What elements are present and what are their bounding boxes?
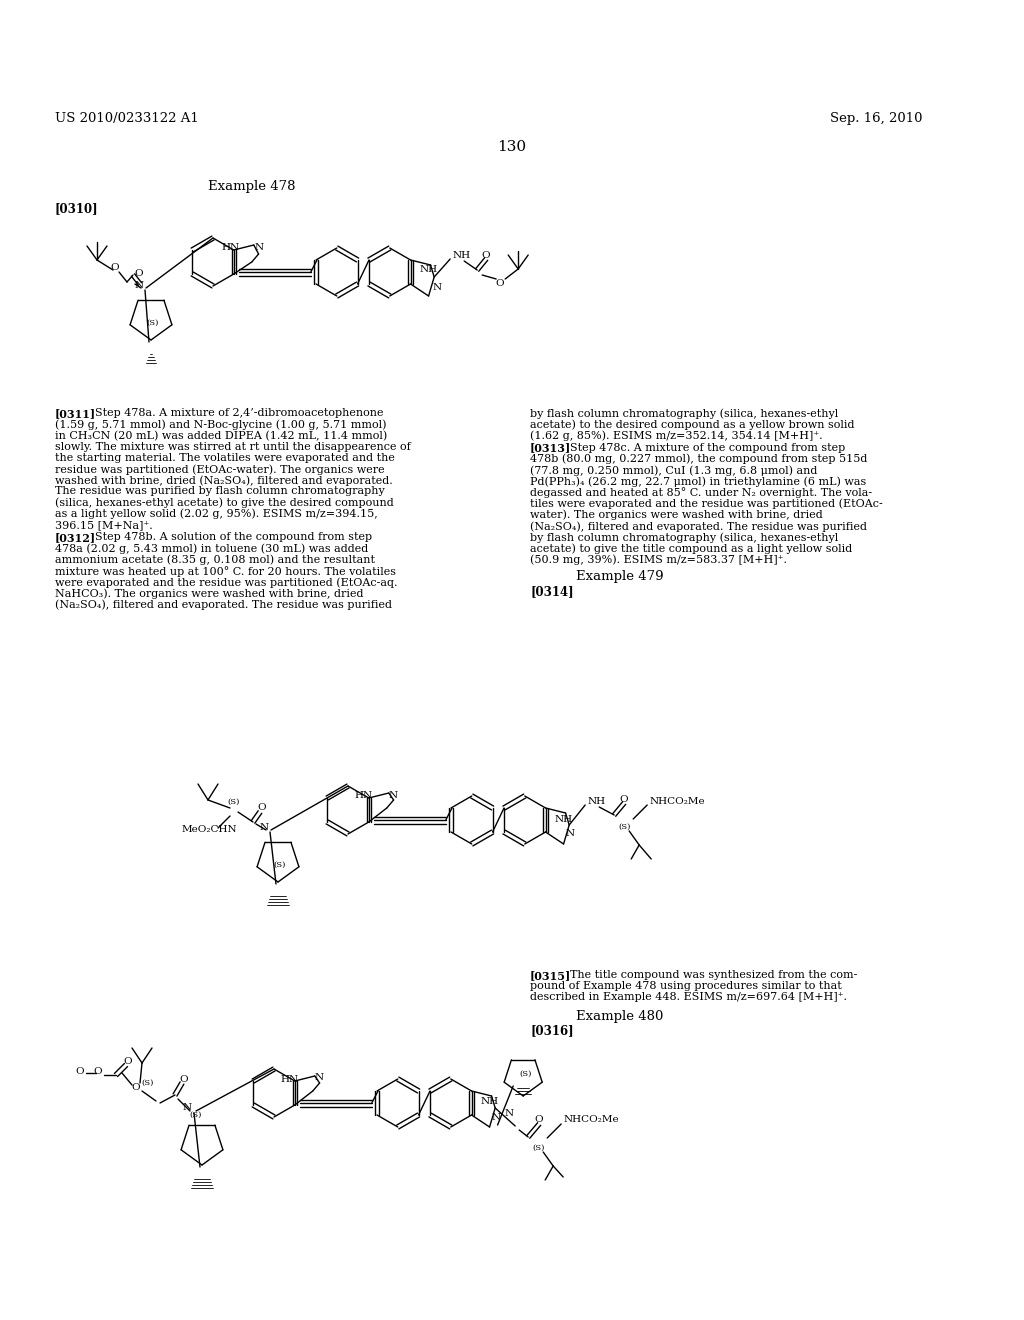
Text: NH: NH	[587, 796, 605, 805]
Text: N: N	[314, 1073, 324, 1082]
Text: by flash column chromatography (silica, hexanes-ethyl: by flash column chromatography (silica, …	[530, 408, 839, 418]
Text: NH: NH	[453, 251, 470, 260]
Text: NaHCO₃). The organics were washed with brine, dried: NaHCO₃). The organics were washed with b…	[55, 589, 364, 599]
Text: (S): (S)	[146, 319, 159, 327]
Text: (S): (S)	[532, 1144, 545, 1152]
Text: [0310]: [0310]	[55, 202, 98, 215]
Text: O: O	[535, 1115, 544, 1125]
Text: [0315]: [0315]	[530, 970, 571, 981]
Text: (S): (S)	[189, 1111, 202, 1119]
Text: NH: NH	[555, 814, 572, 824]
Text: O: O	[179, 1074, 188, 1084]
Text: MeO₂CHN: MeO₂CHN	[182, 825, 238, 834]
Text: N: N	[505, 1109, 514, 1118]
Text: NHCO₂Me: NHCO₂Me	[563, 1115, 618, 1125]
Text: (Na₂SO₄), filtered and evaporated. The residue was purified: (Na₂SO₄), filtered and evaporated. The r…	[55, 599, 392, 610]
Text: (1.62 g, 85%). ESIMS m/z=352.14, 354.14 [M+H]⁺.: (1.62 g, 85%). ESIMS m/z=352.14, 354.14 …	[530, 430, 822, 441]
Text: pound of Example 478 using procedures similar to that: pound of Example 478 using procedures si…	[530, 981, 842, 991]
Text: residue was partitioned (EtOAc-water). The organics were: residue was partitioned (EtOAc-water). T…	[55, 465, 385, 475]
Text: water). The organics were washed with brine, dried: water). The organics were washed with br…	[530, 510, 822, 520]
Text: HN: HN	[281, 1074, 299, 1084]
Text: O: O	[496, 279, 505, 288]
Text: (S): (S)	[141, 1078, 155, 1086]
Text: The residue was purified by flash column chromatography: The residue was purified by flash column…	[55, 486, 385, 496]
Text: Step 478b. A solution of the compound from step: Step 478b. A solution of the compound fr…	[95, 532, 372, 543]
Text: N: N	[565, 829, 574, 838]
Text: (silica, hexanes-ethyl acetate) to give the desired compound: (silica, hexanes-ethyl acetate) to give …	[55, 498, 394, 508]
Text: O: O	[132, 1082, 140, 1092]
Text: N: N	[134, 281, 143, 289]
Text: (77.8 mg, 0.250 mmol), CuI (1.3 mg, 6.8 μmol) and: (77.8 mg, 0.250 mmol), CuI (1.3 mg, 6.8 …	[530, 465, 817, 475]
Text: tiles were evaporated and the residue was partitioned (EtOAc-: tiles were evaporated and the residue wa…	[530, 499, 883, 510]
Text: O: O	[111, 264, 120, 272]
Text: N: N	[259, 822, 268, 832]
Text: Example 479: Example 479	[577, 570, 664, 583]
Text: O: O	[124, 1056, 132, 1065]
Text: in CH₃CN (20 mL) was added DIPEA (1.42 mL, 11.4 mmol): in CH₃CN (20 mL) was added DIPEA (1.42 m…	[55, 430, 387, 441]
Text: O: O	[93, 1067, 102, 1076]
Text: 396.15 [M+Na]⁺.: 396.15 [M+Na]⁺.	[55, 520, 153, 531]
Text: [0316]: [0316]	[530, 1024, 573, 1038]
Text: (50.9 mg, 39%). ESIMS m/z=583.37 [M+H]⁺.: (50.9 mg, 39%). ESIMS m/z=583.37 [M+H]⁺.	[530, 554, 787, 565]
Text: (S): (S)	[519, 1071, 531, 1078]
Text: the starting material. The volatiles were evaporated and the: the starting material. The volatiles wer…	[55, 453, 395, 463]
Text: [0313]: [0313]	[530, 442, 571, 454]
Text: The title compound was synthesized from the com-: The title compound was synthesized from …	[570, 970, 857, 979]
Text: HN: HN	[221, 243, 240, 252]
Text: N: N	[388, 791, 397, 800]
Text: Step 478a. A mixture of 2,4’-dibromoacetophenone: Step 478a. A mixture of 2,4’-dibromoacet…	[95, 408, 384, 418]
Text: NH: NH	[480, 1097, 499, 1106]
Text: acetate) to give the title compound as a light yellow solid: acetate) to give the title compound as a…	[530, 544, 852, 554]
Text: degassed and heated at 85° C. under N₂ overnight. The vola-: degassed and heated at 85° C. under N₂ o…	[530, 487, 872, 498]
Text: (S): (S)	[273, 861, 286, 869]
Text: O: O	[76, 1067, 84, 1076]
Text: washed with brine, dried (Na₂SO₄), filtered and evaporated.: washed with brine, dried (Na₂SO₄), filte…	[55, 475, 393, 486]
Text: [0311]: [0311]	[55, 408, 96, 418]
Text: NHCO₂Me: NHCO₂Me	[649, 796, 705, 805]
Text: described in Example 448. ESIMS m/z=697.64 [M+H]⁺.: described in Example 448. ESIMS m/z=697.…	[530, 993, 847, 1002]
Text: acetate) to the desired compound as a yellow brown solid: acetate) to the desired compound as a ye…	[530, 420, 854, 430]
Text: (1.59 g, 5.71 mmol) and N-Boc-glycine (1.00 g, 5.71 mmol): (1.59 g, 5.71 mmol) and N-Boc-glycine (1…	[55, 420, 386, 430]
Text: mixture was heated up at 100° C. for 20 hours. The volatiles: mixture was heated up at 100° C. for 20 …	[55, 566, 396, 577]
Text: (S): (S)	[618, 822, 631, 832]
Text: Step 478c. A mixture of the compound from step: Step 478c. A mixture of the compound fro…	[570, 442, 845, 453]
Text: N: N	[432, 284, 441, 293]
Text: Example 480: Example 480	[577, 1010, 664, 1023]
Text: US 2010/0233122 A1: US 2010/0233122 A1	[55, 112, 199, 125]
Text: slowly. The mixture was stirred at rt until the disappearence of: slowly. The mixture was stirred at rt un…	[55, 442, 411, 451]
Text: N: N	[254, 243, 263, 252]
Text: N: N	[182, 1104, 191, 1113]
Text: O: O	[135, 268, 143, 277]
Text: 130: 130	[498, 140, 526, 154]
Text: NH: NH	[420, 264, 437, 273]
Text: [0314]: [0314]	[530, 585, 573, 598]
Text: ammonium acetate (8.35 g, 0.108 mol) and the resultant: ammonium acetate (8.35 g, 0.108 mol) and…	[55, 554, 375, 565]
Text: Example 478: Example 478	[208, 180, 296, 193]
Text: Sep. 16, 2010: Sep. 16, 2010	[830, 112, 923, 125]
Text: O: O	[482, 251, 490, 260]
Text: (S): (S)	[227, 799, 241, 807]
Text: 478b (80.0 mg, 0.227 mmol), the compound from step 515d: 478b (80.0 mg, 0.227 mmol), the compound…	[530, 454, 867, 465]
Text: [0312]: [0312]	[55, 532, 96, 544]
Text: N: N	[492, 1113, 501, 1122]
Text: 478a (2.02 g, 5.43 mmol) in toluene (30 mL) was added: 478a (2.02 g, 5.43 mmol) in toluene (30 …	[55, 544, 369, 554]
Text: as a light yellow solid (2.02 g, 95%). ESIMS m/z=394.15,: as a light yellow solid (2.02 g, 95%). E…	[55, 508, 378, 519]
Text: HN: HN	[354, 792, 373, 800]
Text: were evaporated and the residue was partitioned (EtOAc-aq.: were evaporated and the residue was part…	[55, 577, 397, 587]
Text: Pd(PPh₃)₄ (26.2 mg, 22.7 μmol) in triethylamine (6 mL) was: Pd(PPh₃)₄ (26.2 mg, 22.7 μmol) in trieth…	[530, 477, 866, 487]
Text: O: O	[258, 804, 266, 813]
Text: by flash column chromatography (silica, hexanes-ethyl: by flash column chromatography (silica, …	[530, 532, 839, 543]
Text: (Na₂SO₄), filtered and evaporated. The residue was purified: (Na₂SO₄), filtered and evaporated. The r…	[530, 521, 867, 532]
Text: O: O	[620, 795, 629, 804]
